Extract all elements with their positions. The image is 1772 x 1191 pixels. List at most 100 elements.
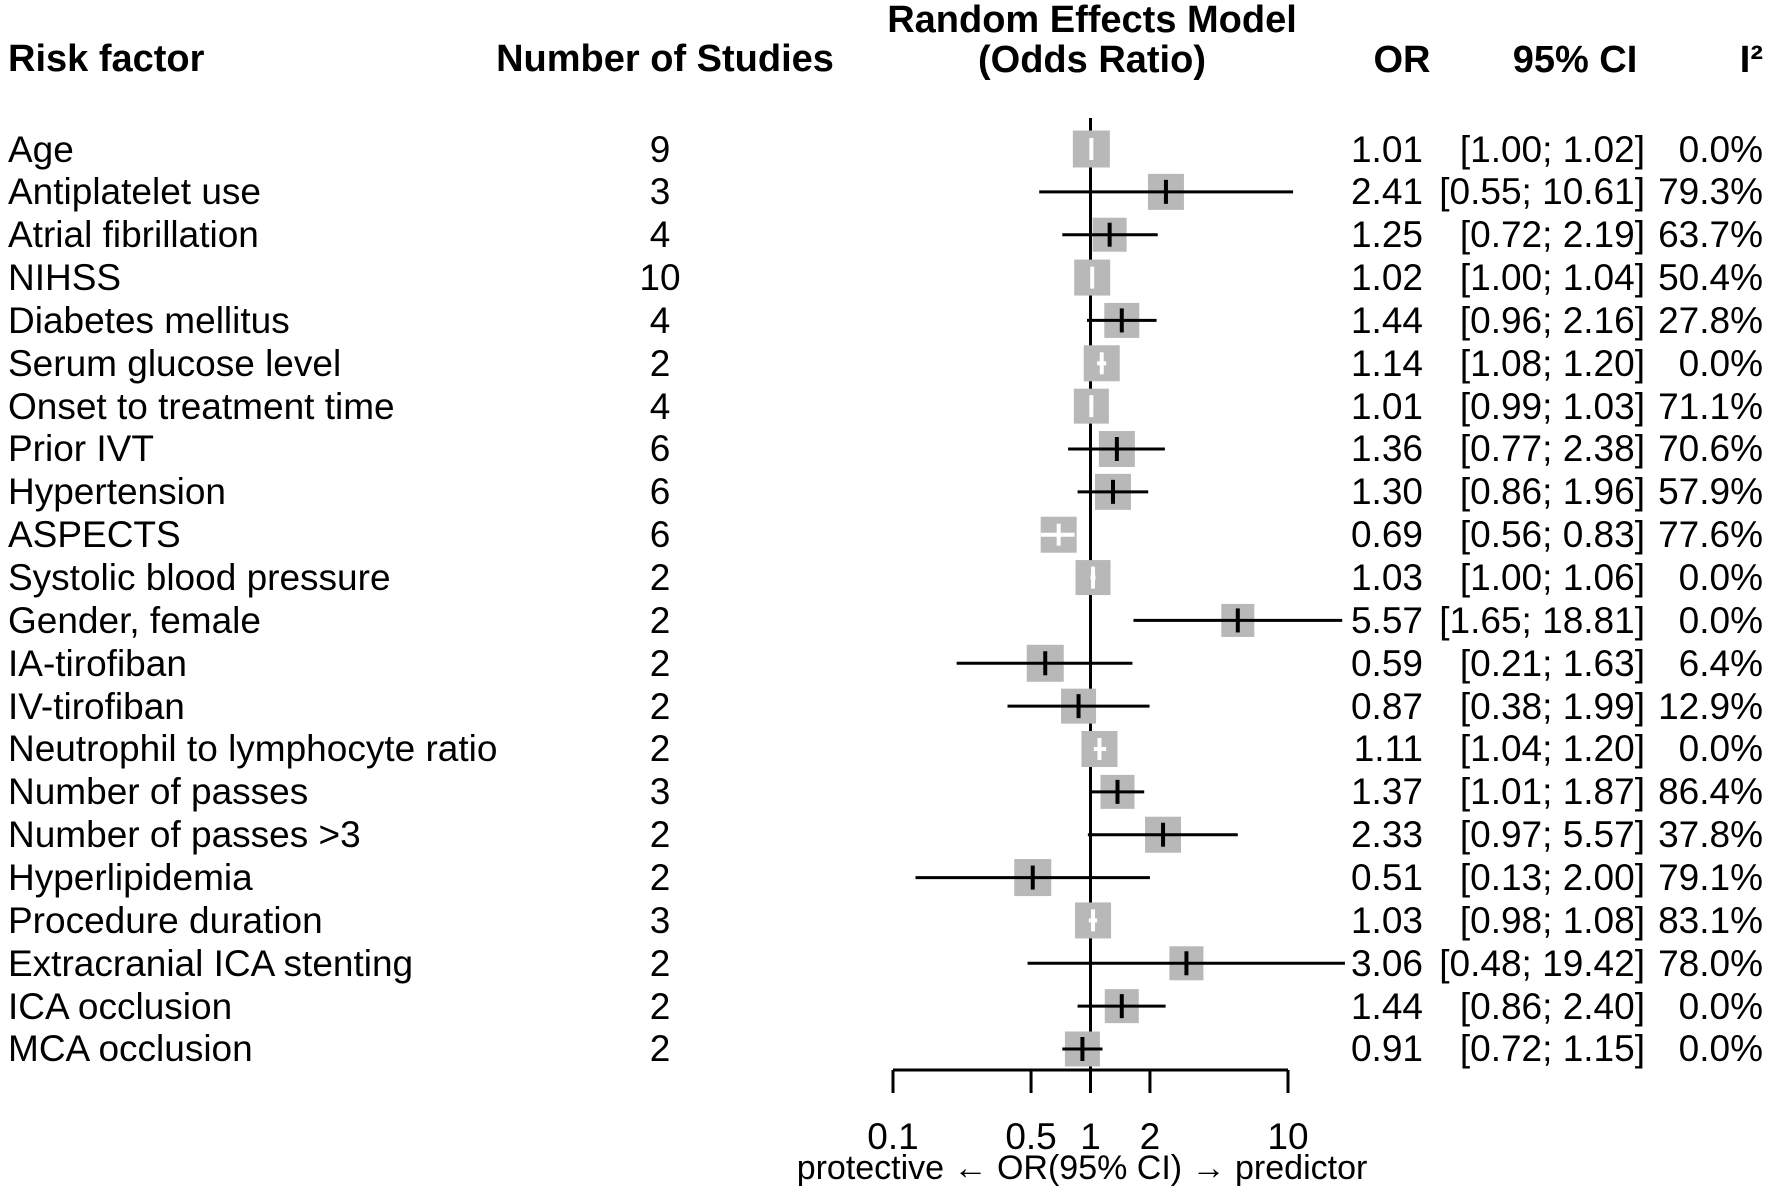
i2-value: 27.8% bbox=[1658, 300, 1763, 341]
ci-value: [1.00; 1.06] bbox=[1459, 557, 1645, 598]
ci-value: [0.77; 2.38] bbox=[1459, 428, 1645, 469]
studies-count: 2 bbox=[649, 643, 671, 684]
or-value: 1.25 bbox=[1350, 214, 1423, 255]
i2-value: 0.0% bbox=[1678, 600, 1763, 641]
or-value: 1.03 bbox=[1350, 557, 1423, 598]
x-axis-direction-label: protective ← OR(95% CI) → predictor bbox=[796, 1149, 1368, 1187]
i2-value: 71.1% bbox=[1658, 386, 1763, 427]
or-value: 1.01 bbox=[1350, 386, 1423, 427]
risk-factor-label: Hypertension bbox=[8, 471, 227, 512]
risk-factor-label: IV-tirofiban bbox=[8, 686, 185, 727]
ci-value: [0.72; 2.19] bbox=[1459, 214, 1645, 255]
i2-value: 77.6% bbox=[1658, 514, 1763, 555]
ci-value: [0.13; 2.00] bbox=[1459, 857, 1645, 898]
i2-value: 0.0% bbox=[1678, 343, 1763, 384]
studies-count: 2 bbox=[649, 857, 671, 898]
risk-factor-label: Gender, female bbox=[8, 600, 261, 641]
i2-value: 0.0% bbox=[1678, 129, 1763, 170]
risk-factor-label: Onset to treatment time bbox=[8, 386, 395, 427]
or-value: 2.33 bbox=[1350, 814, 1423, 855]
ci-value: [0.21; 1.63] bbox=[1459, 643, 1645, 684]
risk-factor-label: NIHSS bbox=[8, 257, 122, 298]
or-value: 1.44 bbox=[1350, 986, 1423, 1027]
studies-count: 2 bbox=[649, 728, 671, 769]
x-axis-tick-label: 2 bbox=[1139, 1116, 1161, 1157]
studies-count: 4 bbox=[649, 386, 671, 427]
studies-count: 2 bbox=[649, 814, 671, 855]
risk-factor-label: Age bbox=[8, 129, 74, 170]
i2-value: 63.7% bbox=[1658, 214, 1763, 255]
studies-count: 4 bbox=[649, 214, 671, 255]
or-value: 1.30 bbox=[1350, 471, 1423, 512]
i2-value: 78.0% bbox=[1658, 943, 1763, 984]
ci-value: [0.72; 1.15] bbox=[1459, 1028, 1645, 1069]
or-value: 3.06 bbox=[1350, 943, 1423, 984]
i2-value: 79.3% bbox=[1658, 171, 1763, 212]
column-header-studies: Number of Studies bbox=[496, 38, 834, 80]
i2-value: 86.4% bbox=[1658, 771, 1763, 812]
i2-value: 70.6% bbox=[1658, 428, 1763, 469]
i2-value: 79.1% bbox=[1658, 857, 1763, 898]
studies-count: 3 bbox=[649, 900, 671, 941]
ci-value: [0.48; 19.42] bbox=[1439, 943, 1645, 984]
studies-count: 6 bbox=[649, 514, 671, 555]
studies-count: 2 bbox=[649, 686, 671, 727]
x-axis-tick-label: 10 bbox=[1267, 1116, 1309, 1157]
ci-value: [1.04; 1.20] bbox=[1459, 728, 1645, 769]
or-value: 1.11 bbox=[1353, 728, 1423, 769]
ci-value: [1.65; 18.81] bbox=[1439, 600, 1645, 641]
i2-value: 0.0% bbox=[1678, 1028, 1763, 1069]
or-value: 0.69 bbox=[1350, 514, 1423, 555]
column-header-ci: 95% CI bbox=[1512, 39, 1638, 81]
ci-value: [1.01; 1.87] bbox=[1459, 771, 1645, 812]
i2-value: 0.0% bbox=[1678, 986, 1763, 1027]
or-value: 1.14 bbox=[1350, 343, 1423, 384]
ci-value: [0.86; 1.96] bbox=[1459, 471, 1645, 512]
risk-factor-label: Neutrophil to lymphocyte ratio bbox=[8, 728, 498, 769]
risk-factor-label: ASPECTS bbox=[8, 514, 181, 555]
studies-count: 2 bbox=[649, 343, 671, 384]
column-header-risk-factor: Risk factor bbox=[8, 38, 205, 80]
ci-value: [0.38; 1.99] bbox=[1459, 686, 1645, 727]
or-value: 1.37 bbox=[1350, 771, 1423, 812]
i2-value: 0.0% bbox=[1678, 557, 1763, 598]
studies-count: 4 bbox=[649, 300, 671, 341]
studies-count: 6 bbox=[649, 471, 671, 512]
or-value: 0.51 bbox=[1350, 857, 1423, 898]
studies-count: 2 bbox=[649, 943, 671, 984]
i2-value: 57.9% bbox=[1658, 471, 1763, 512]
plot-title-line2: (Odds Ratio) bbox=[978, 39, 1206, 81]
or-value: 0.59 bbox=[1350, 643, 1423, 684]
or-value: 2.41 bbox=[1350, 171, 1423, 212]
ci-value: [1.08; 1.20] bbox=[1459, 343, 1645, 384]
or-value: 1.03 bbox=[1350, 900, 1423, 941]
ci-value: [0.86; 2.40] bbox=[1459, 986, 1645, 1027]
studies-count: 3 bbox=[649, 171, 671, 212]
i2-value: 83.1% bbox=[1658, 900, 1763, 941]
or-value: 5.57 bbox=[1350, 600, 1423, 641]
ci-value: [0.99; 1.03] bbox=[1459, 386, 1645, 427]
i2-value: 0.0% bbox=[1678, 728, 1763, 769]
or-value: 1.44 bbox=[1350, 300, 1423, 341]
studies-count: 2 bbox=[649, 986, 671, 1027]
risk-factor-label: Procedure duration bbox=[8, 900, 323, 941]
or-value: 0.87 bbox=[1350, 686, 1423, 727]
risk-factor-label: Diabetes mellitus bbox=[8, 300, 290, 341]
ci-value: [0.56; 0.83] bbox=[1459, 514, 1645, 555]
or-value: 0.91 bbox=[1350, 1028, 1423, 1069]
x-axis-tick-label: 0.1 bbox=[867, 1116, 919, 1157]
risk-factor-label: IA-tirofiban bbox=[8, 643, 187, 684]
risk-factor-label: Extracranial ICA stenting bbox=[8, 943, 414, 984]
x-axis-tick-label: 0.5 bbox=[1005, 1116, 1057, 1157]
or-value: 1.01 bbox=[1350, 129, 1423, 170]
risk-factor-label: MCA occlusion bbox=[8, 1028, 253, 1069]
x-axis-tick-label: 1 bbox=[1080, 1116, 1101, 1157]
studies-count: 2 bbox=[649, 600, 671, 641]
studies-count: 2 bbox=[649, 1028, 671, 1069]
i2-value: 6.4% bbox=[1678, 643, 1763, 684]
ci-value: [0.55; 10.61] bbox=[1439, 171, 1645, 212]
ci-value: [0.96; 2.16] bbox=[1459, 300, 1645, 341]
risk-factor-label: Systolic blood pressure bbox=[8, 557, 391, 598]
